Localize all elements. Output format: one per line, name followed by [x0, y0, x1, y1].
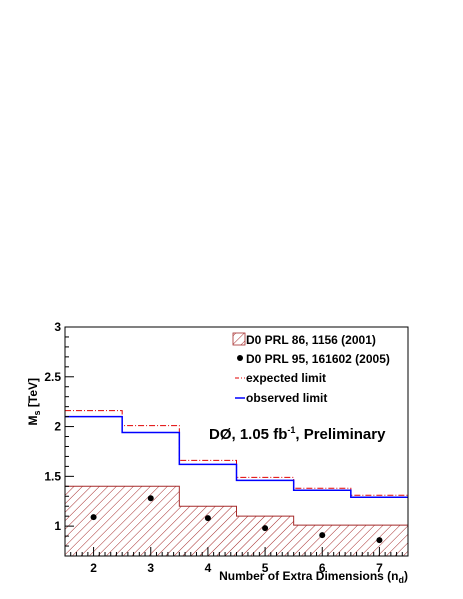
legend-item-2005: D0 PRL 95, 161602 (2005): [237, 352, 390, 366]
x-tick-label: 5: [262, 561, 269, 575]
x-tick-label: 2: [90, 561, 97, 575]
x-axis-title: Number of Extra Dimensions (nd): [219, 569, 408, 585]
y-axis-title: Ms [TeV]: [26, 378, 42, 425]
data-point-2005: [204, 515, 211, 522]
y-tick-label: 1.5: [44, 469, 61, 483]
x-tick-label: 3: [147, 561, 154, 575]
legend-swatch-hatched: [232, 332, 246, 346]
y-tick-label: 1: [54, 519, 61, 533]
data-point-2005: [147, 495, 154, 502]
y-tick-label: 2.5: [44, 370, 61, 384]
expected-limit-line: [65, 410, 408, 496]
axes: 2 3 4 5 6 7 1 1.5 2 2.5 3: [44, 320, 409, 575]
observed-limit-line: [65, 415, 408, 499]
y-tick-label: 2: [54, 420, 61, 434]
legend-item-2001: D0 PRL 86, 1156 (2001): [232, 332, 376, 347]
data-point-2005: [376, 537, 383, 544]
legend: D0 PRL 86, 1156 (2001) D0 PRL 95, 161602…: [232, 332, 390, 405]
legend-item-expected: expected limit: [235, 371, 326, 385]
x-tick-label: 6: [319, 561, 326, 575]
x-tick-label: 7: [376, 561, 383, 575]
legend-label: expected limit: [246, 371, 326, 385]
legend-item-observed: observed limit: [235, 391, 327, 405]
legend-label: observed limit: [246, 391, 327, 405]
data-point-2005: [262, 525, 269, 532]
y-tick-label: 3: [54, 320, 61, 334]
x-tick-label: 4: [205, 561, 212, 575]
data-point-2005: [319, 532, 326, 539]
legend-swatch-marker: [237, 355, 243, 361]
legend-label: D0 PRL 95, 161602 (2005): [246, 352, 390, 366]
data-point-2005: [90, 514, 97, 521]
legend-label: D0 PRL 86, 1156 (2001): [246, 333, 376, 347]
experiment-annotation: DØ, 1.05 fb-1, Preliminary: [209, 425, 386, 443]
